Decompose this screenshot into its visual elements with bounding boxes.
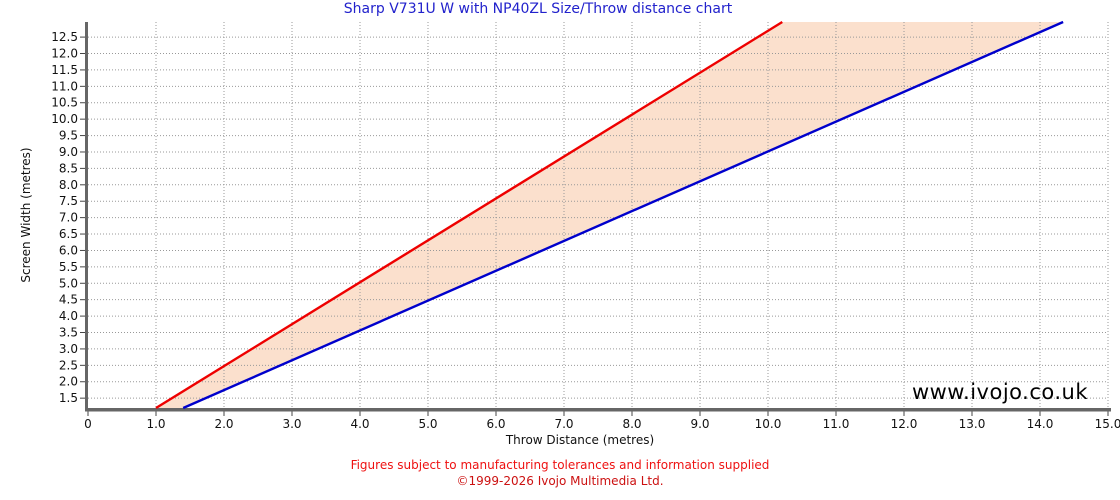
y-axis-title: Screen Width (metres) — [19, 147, 33, 283]
y-tick-label: 10.5 — [51, 96, 78, 110]
y-tick-label: 4.5 — [59, 293, 78, 307]
x-tick-label: 9.0 — [690, 417, 709, 431]
x-tick-label: 14.0 — [1027, 417, 1054, 431]
x-tick-label: 7.0 — [554, 417, 573, 431]
min-throw-distance-line — [155, 20, 783, 410]
y-axis-line — [85, 22, 88, 412]
x-tick-label: 15.0 — [1095, 417, 1120, 431]
y-tick-label: 4.0 — [59, 309, 78, 323]
x-tick-label: 0 — [84, 417, 92, 431]
x-tick-label: 11.0 — [823, 417, 850, 431]
y-tick-label: 8.0 — [59, 178, 78, 192]
y-tick-label: 1.5 — [59, 391, 78, 405]
x-tick-label: 6.0 — [486, 417, 505, 431]
y-tick-label: 6.0 — [59, 243, 78, 257]
x-tick-label: 1.0 — [146, 417, 165, 431]
y-tick-label: 10.0 — [51, 112, 78, 126]
y-tick-label: 3.0 — [59, 342, 78, 356]
y-tick-label: 2.5 — [59, 358, 78, 372]
x-tick-label: 8.0 — [622, 417, 641, 431]
x-axis-title: Throw Distance (metres) — [505, 433, 655, 447]
x-axis-line — [85, 408, 1111, 412]
y-tick-label: 7.0 — [59, 211, 78, 225]
footer-disclaimer: Figures subject to manufacturing toleran… — [350, 458, 770, 472]
chart-title: Sharp V731U W with NP40ZL Size/Throw dis… — [343, 1, 733, 17]
x-tick-label: 10.0 — [755, 417, 782, 431]
x-tick-label: 2.0 — [214, 417, 233, 431]
y-tick-label: 7.5 — [59, 194, 78, 208]
y-tick-label: 9.0 — [59, 145, 78, 159]
x-tick-label: 3.0 — [282, 417, 301, 431]
x-tick-label: 13.0 — [959, 417, 986, 431]
y-tick-label: 5.0 — [59, 276, 78, 290]
y-tick-label: 11.0 — [51, 79, 78, 93]
y-tick-label: 12.0 — [51, 47, 78, 61]
y-tick-label: 3.5 — [59, 326, 78, 340]
footer-copyright: ©1999-2026 Ivojo Multimedia Ltd. — [456, 474, 664, 488]
x-tick-label: 4.0 — [350, 417, 369, 431]
y-tick-label: 11.5 — [51, 63, 78, 77]
max-throw-distance-line — [182, 20, 1064, 410]
y-tick-label: 5.5 — [59, 260, 78, 274]
watermark-text: www.ivojo.co.uk — [911, 380, 1088, 404]
y-tick-label: 2.0 — [59, 375, 78, 389]
y-tick-label: 8.5 — [59, 161, 78, 175]
x-tick-label: 12.0 — [891, 417, 918, 431]
x-tick-label: 5.0 — [418, 417, 437, 431]
y-tick-label: 9.5 — [59, 129, 78, 143]
y-tick-label: 12.5 — [51, 30, 78, 44]
y-tick-label: 6.5 — [59, 227, 78, 241]
